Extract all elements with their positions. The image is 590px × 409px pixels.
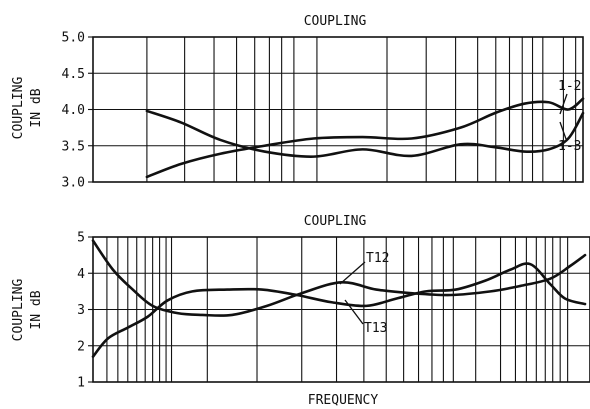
lower-chart-grid [92, 236, 590, 383]
series-label-1-3-leader [559, 121, 567, 140]
upper-chart-y-ticks: 3.0 3.5 4.0 4.5 5.0 [62, 31, 93, 191]
lower-chart-title: COUPLING [304, 214, 367, 229]
upper-chart-ytick-label: 4.5 [62, 67, 85, 82]
lower-chart-ylabel-line1: COUPLING [11, 279, 26, 342]
upper-chart-ytick-label: 4.0 [62, 103, 85, 118]
lower-chart-series-line-T13 [91, 239, 587, 317]
lower-chart-series [91, 239, 587, 358]
lower-chart-ylabel-line2: IN dB [29, 290, 44, 329]
lower-chart-xlabel: FREQUENCY [308, 393, 379, 408]
series-label-1-2: 1-2 [558, 79, 581, 94]
upper-chart-ylabel-line1: COUPLING [11, 77, 26, 140]
lower-chart-ytick-label: 5 [77, 231, 85, 246]
upper-chart-series-line-1-2 [145, 97, 585, 179]
series-label-T13-leader [344, 299, 364, 325]
series-label-T12: T12 [366, 251, 389, 266]
lower-chart-ytick-label: 2 [77, 339, 85, 354]
upper-chart-ylabel-line2: IN dB [29, 88, 44, 127]
series-label-1-3: 1-3 [558, 139, 581, 154]
upper-chart-series [145, 97, 585, 179]
lower-chart-ytick-label: 1 [77, 376, 85, 391]
upper-chart-series-line-1-3 [145, 109, 585, 158]
upper-chart-ytick-label: 5.0 [62, 31, 85, 46]
lower-chart-ytick-label: 4 [77, 267, 85, 282]
lower-chart-y-ticks: 1 2 3 4 5 [77, 231, 93, 391]
series-label-1-2-leader [559, 93, 568, 115]
upper-chart: COUPLING COUPLING IN dB 3.03.54.04.55.0 … [11, 14, 585, 191]
upper-chart-grid [92, 36, 584, 183]
lower-chart-ytick-label: 3 [77, 303, 85, 318]
series-label-T13: T13 [364, 321, 387, 336]
lower-chart: COUPLING COUPLING IN dB 1 2 3 4 5 T12 T13 FR… [11, 214, 590, 408]
upper-chart-ytick-label: 3.0 [62, 176, 85, 191]
upper-chart-ytick-label: 3.5 [62, 139, 85, 154]
series-label-T12-leader [339, 261, 366, 285]
upper-chart-title: COUPLING [304, 14, 367, 29]
